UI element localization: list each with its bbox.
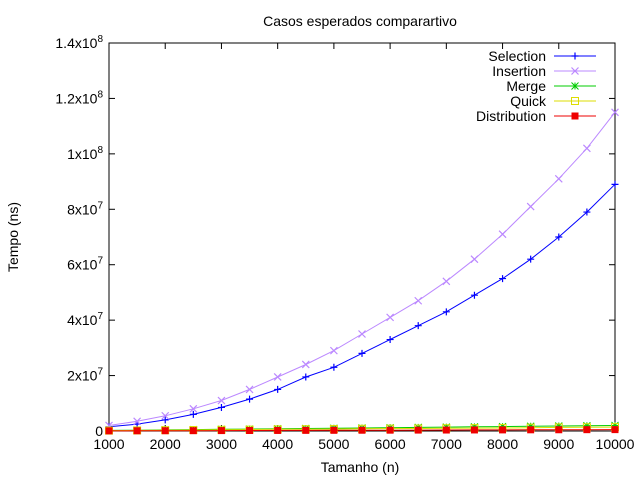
data-point (330, 426, 338, 434)
data-point (470, 291, 478, 299)
series-insertion (105, 108, 619, 430)
y-tick-label: 2x107 (67, 367, 103, 384)
data-point (329, 346, 338, 355)
data-point (499, 426, 507, 434)
data-point (386, 313, 395, 322)
data-point (246, 395, 254, 403)
y-tick-label: 4x107 (67, 311, 103, 328)
series-selection (105, 180, 619, 431)
data-point (358, 426, 366, 434)
data-point (161, 416, 169, 424)
data-point (246, 427, 254, 435)
data-point (442, 277, 451, 286)
data-point (302, 373, 310, 381)
data-point (330, 363, 338, 371)
data-point (554, 422, 563, 430)
data-point (555, 233, 563, 241)
data-point (555, 426, 563, 434)
legend-label: Insertion (492, 63, 546, 79)
data-point (301, 360, 310, 369)
data-point (414, 426, 422, 434)
legend-marker (571, 52, 579, 60)
chart-title: Casos esperados comparartivo (263, 13, 457, 29)
data-point (470, 426, 478, 434)
data-point (189, 410, 197, 418)
data-point (245, 385, 254, 394)
x-tick-label: 5000 (318, 436, 349, 452)
data-point (386, 426, 394, 434)
legend-marker (571, 67, 579, 75)
legend-marker (571, 112, 579, 120)
x-tick-label: 4000 (262, 436, 293, 452)
x-tick-label: 1000 (93, 436, 124, 452)
data-point (498, 230, 507, 239)
series-distribution (105, 426, 619, 435)
series-line (108, 111, 616, 426)
legend-label: Merge (506, 78, 546, 94)
y-tick-label: 1.2x108 (55, 89, 103, 106)
y-tick-label: 1.4x108 (55, 34, 103, 51)
y-tick-label: 8x107 (67, 200, 103, 217)
data-point (274, 385, 282, 393)
x-tick-label: 7000 (431, 436, 462, 452)
data-point (582, 144, 591, 153)
legend-label: Quick (510, 93, 547, 109)
data-point (358, 349, 366, 357)
data-point (470, 255, 479, 264)
series-line (108, 183, 616, 428)
data-point (499, 275, 507, 283)
y-tick-label: 1x108 (67, 145, 103, 162)
data-point (583, 421, 591, 430)
x-tick-label: 9000 (543, 436, 574, 452)
data-point (442, 308, 450, 316)
data-point (442, 426, 450, 434)
x-tick-label: 8000 (487, 436, 518, 452)
data-point (527, 255, 535, 263)
data-point (274, 426, 282, 434)
x-tick-label: 6000 (375, 436, 406, 452)
data-point (358, 330, 366, 338)
x-tick-label: 10000 (596, 436, 635, 452)
data-point (217, 396, 226, 405)
data-point (189, 404, 198, 413)
data-point (133, 427, 141, 435)
data-point (583, 426, 591, 434)
data-point (133, 417, 142, 426)
data-point (189, 427, 197, 435)
data-point (161, 411, 170, 420)
data-point (583, 208, 591, 216)
data-point (302, 426, 310, 434)
x-tick-label: 2000 (150, 436, 181, 452)
data-point (554, 174, 563, 183)
data-point (611, 421, 619, 430)
x-axis-label: Tamanho (n) (321, 459, 400, 475)
data-point (273, 373, 282, 381)
data-point (217, 403, 225, 411)
data-point (161, 427, 169, 435)
legend-marker (571, 97, 579, 105)
y-tick-label: 6x107 (67, 256, 103, 273)
data-point (217, 427, 225, 435)
legend-marker (571, 82, 579, 90)
data-point (386, 336, 394, 344)
data-point (526, 422, 535, 431)
data-point (414, 296, 423, 305)
legend-label: Distribution (476, 108, 546, 124)
data-point (527, 426, 535, 434)
axes: 1000 2000 3000 4000 5000 6000 7000 8000 9000 1000… (55, 34, 634, 452)
data-point (105, 427, 113, 435)
data-point (611, 108, 619, 117)
legend-label: Selection (488, 48, 546, 64)
y-axis-label: Tempo (ns) (5, 202, 21, 272)
y-tick-label: 0 (95, 423, 103, 439)
data-point (526, 202, 535, 211)
x-tick-label: 3000 (206, 436, 237, 452)
data-point (611, 426, 619, 434)
data-point (611, 180, 619, 188)
plot-marks (105, 108, 619, 435)
data-point (414, 322, 422, 330)
